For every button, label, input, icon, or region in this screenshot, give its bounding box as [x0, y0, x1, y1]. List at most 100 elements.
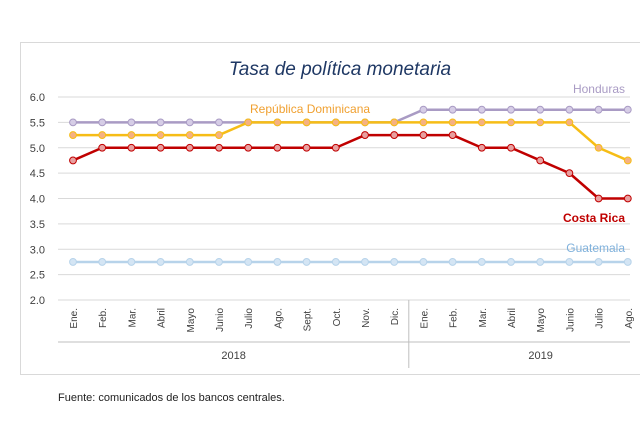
x-tick-label: Junio	[215, 308, 226, 332]
data-point-costa-rica	[127, 143, 136, 152]
y-tick-label: 3.5	[30, 219, 45, 231]
data-point-rep-blica-dominicana	[594, 143, 603, 152]
data-point-costa-rica	[215, 143, 223, 152]
data-point-guatemala	[331, 258, 340, 266]
data-point-guatemala	[69, 258, 77, 266]
data-point-rep-blica-dominicana	[69, 131, 77, 139]
x-tick-label: Julio	[244, 308, 255, 329]
data-point-guatemala	[536, 258, 545, 266]
data-point-honduras	[419, 105, 428, 114]
x-tick-label: Ago.	[273, 308, 284, 329]
x-tick-label: Mar.	[478, 308, 489, 327]
x-tick-label: Ene.	[419, 308, 430, 329]
data-point-honduras	[185, 118, 194, 127]
data-point-guatemala	[215, 258, 223, 266]
data-point-rep-blica-dominicana	[244, 118, 253, 127]
data-point-guatemala	[273, 258, 282, 266]
x-tick-label: Abril	[507, 308, 518, 328]
x-tick-label: Abril	[157, 308, 168, 328]
data-point-guatemala	[623, 258, 632, 266]
data-point-guatemala	[390, 258, 399, 266]
x-tick-label: Mayo	[186, 308, 197, 333]
data-point-rep-blica-dominicana	[536, 118, 545, 127]
data-point-costa-rica	[419, 131, 428, 139]
data-point-costa-rica	[361, 131, 369, 139]
data-point-rep-blica-dominicana	[390, 118, 399, 127]
data-point-rep-blica-dominicana	[331, 118, 340, 127]
data-point-rep-blica-dominicana	[98, 131, 107, 139]
data-point-costa-rica	[244, 143, 253, 152]
y-tick-label: 4.5	[30, 168, 45, 180]
data-point-costa-rica	[448, 131, 457, 139]
data-point-guatemala	[244, 258, 253, 266]
data-point-costa-rica	[69, 156, 77, 165]
y-tick-label: 5.0	[30, 143, 45, 155]
data-point-costa-rica	[565, 169, 574, 178]
data-point-rep-blica-dominicana	[361, 118, 369, 127]
data-point-honduras	[127, 118, 136, 127]
year-label: 2019	[528, 350, 552, 362]
series-line-costa-rica	[72, 133, 628, 200]
x-tick-label: Mayo	[536, 308, 547, 333]
data-point-honduras	[477, 105, 486, 114]
y-tick-label: 2.5	[30, 270, 45, 282]
data-point-costa-rica	[390, 131, 399, 139]
year-label: 2018	[221, 350, 245, 362]
x-tick-label: Junio	[565, 308, 576, 332]
data-point-costa-rica	[507, 143, 515, 152]
y-tick-label: 3.0	[30, 244, 45, 256]
series-line-rep-blica-dominicana	[73, 121, 629, 162]
x-tick-label: Ene.	[69, 308, 80, 329]
data-point-guatemala	[127, 258, 136, 266]
x-tick-label: Nov.	[361, 308, 372, 328]
chart-frame	[20, 42, 640, 375]
data-point-rep-blica-dominicana	[273, 118, 282, 127]
data-point-honduras	[215, 118, 223, 127]
data-point-rep-blica-dominicana	[215, 131, 223, 139]
data-point-costa-rica	[98, 143, 107, 152]
y-tick-label: 6.0	[30, 92, 45, 104]
data-point-honduras	[156, 118, 165, 127]
chart-title: Tasa de política monetaria	[229, 59, 451, 80]
x-tick-label: Feb.	[98, 308, 109, 328]
data-point-costa-rica	[623, 194, 632, 203]
data-point-guatemala	[477, 258, 486, 266]
series-label-guatemala: Guatemala	[566, 241, 625, 255]
data-point-guatemala	[98, 258, 107, 266]
data-point-guatemala	[156, 258, 165, 266]
data-point-rep-blica-dominicana	[565, 118, 574, 127]
data-point-guatemala	[302, 258, 311, 266]
data-point-costa-rica	[594, 194, 603, 203]
x-tick-label: Dic.	[390, 308, 401, 325]
data-point-honduras	[448, 105, 457, 114]
series-label-honduras: Honduras	[573, 82, 625, 96]
series-label-costa-rica: Costa Rica	[563, 211, 625, 225]
data-point-honduras	[594, 105, 603, 114]
data-point-rep-blica-dominicana	[477, 118, 486, 127]
data-point-rep-blica-dominicana	[302, 118, 311, 127]
x-tick-label: Oct.	[332, 308, 343, 326]
y-tick-label: 2.0	[30, 295, 45, 307]
y-tick-label: 4.0	[30, 194, 45, 206]
data-point-costa-rica	[536, 156, 545, 165]
x-tick-label: Feb.	[449, 308, 460, 328]
data-point-costa-rica	[156, 143, 165, 152]
data-point-rep-blica-dominicana	[507, 118, 515, 127]
data-point-guatemala	[507, 258, 515, 266]
data-point-honduras	[98, 118, 107, 127]
source-note: Fuente: comunicados de los bancos centra…	[58, 392, 285, 404]
data-point-rep-blica-dominicana	[156, 131, 165, 139]
data-point-honduras	[69, 118, 77, 127]
x-tick-label: Ago.	[624, 308, 635, 329]
data-point-rep-blica-dominicana	[185, 131, 194, 139]
y-tick-label: 5.5	[30, 117, 45, 129]
data-point-guatemala	[419, 258, 428, 266]
data-point-costa-rica	[185, 143, 194, 152]
data-point-rep-blica-dominicana	[623, 156, 632, 165]
x-tick-label: Sept.	[303, 308, 314, 331]
data-point-honduras	[623, 105, 632, 114]
data-point-guatemala	[565, 258, 574, 266]
data-point-rep-blica-dominicana	[127, 131, 136, 139]
data-point-guatemala	[185, 258, 194, 266]
